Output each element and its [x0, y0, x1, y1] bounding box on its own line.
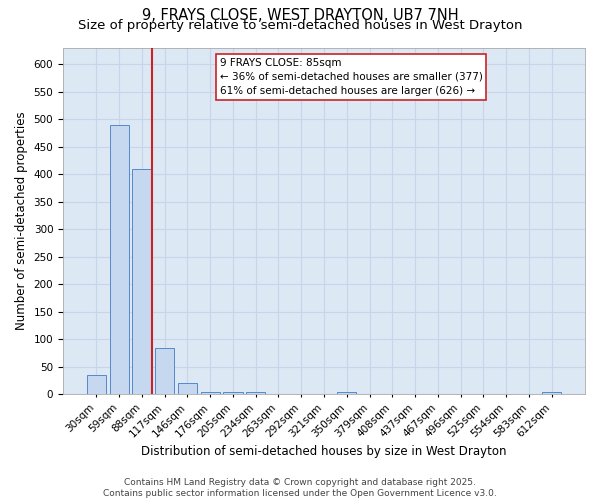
Bar	[178, 384, 197, 394]
Bar	[110, 124, 129, 394]
Bar	[200, 392, 220, 394]
Text: Contains HM Land Registry data © Crown copyright and database right 2025.
Contai: Contains HM Land Registry data © Crown c…	[103, 478, 497, 498]
Bar	[337, 392, 356, 394]
Bar	[223, 392, 242, 394]
Text: Size of property relative to semi-detached houses in West Drayton: Size of property relative to semi-detach…	[78, 18, 522, 32]
Text: 9, FRAYS CLOSE, WEST DRAYTON, UB7 7NH: 9, FRAYS CLOSE, WEST DRAYTON, UB7 7NH	[142, 8, 458, 22]
Bar	[542, 392, 561, 394]
Text: 9 FRAYS CLOSE: 85sqm
← 36% of semi-detached houses are smaller (377)
61% of semi: 9 FRAYS CLOSE: 85sqm ← 36% of semi-detac…	[220, 58, 482, 96]
Bar	[155, 348, 175, 395]
Bar	[132, 168, 152, 394]
Bar	[246, 392, 265, 394]
X-axis label: Distribution of semi-detached houses by size in West Drayton: Distribution of semi-detached houses by …	[141, 444, 507, 458]
Y-axis label: Number of semi-detached properties: Number of semi-detached properties	[15, 112, 28, 330]
Bar	[87, 375, 106, 394]
